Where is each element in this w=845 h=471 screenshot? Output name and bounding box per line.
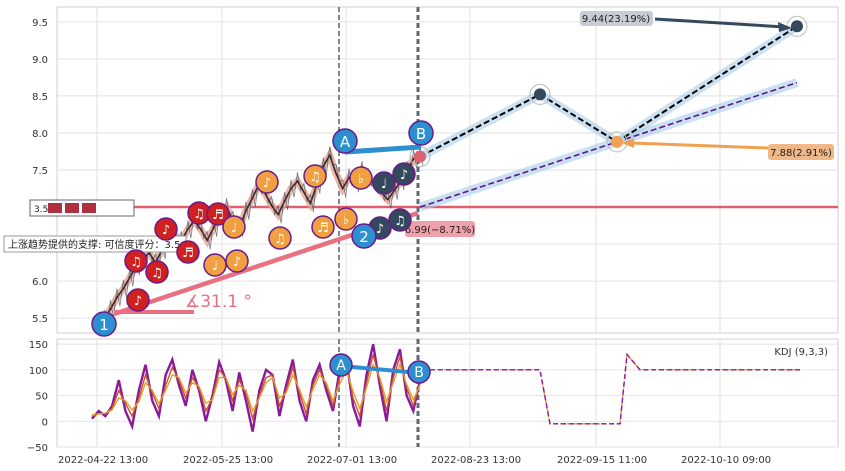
music-note-glyph: ♪ — [162, 223, 170, 238]
ab-connection-line — [344, 144, 422, 155]
music-note-glyph: ♬ — [212, 208, 224, 223]
kdj-series-line — [91, 354, 421, 422]
target-high-label: 9.44(23.19%) — [582, 14, 650, 25]
y-tick-label-top: 9.0 — [32, 55, 48, 66]
music-note-bubble — [334, 207, 358, 231]
tooltip-badge — [65, 203, 79, 213]
music-note-bubble — [392, 162, 416, 186]
kdj-point-b-circle — [407, 360, 431, 384]
point-a-circle — [332, 128, 358, 154]
target-mid-box — [768, 144, 834, 160]
target-mid-label: 7.88(2.91%) — [770, 148, 832, 159]
tooltip-label: 3.5 — [34, 205, 48, 215]
music-note-glyph: ♪ — [400, 168, 408, 183]
x-tick-label: 2022-05-25 13:00 — [183, 455, 273, 466]
y-tick-label-bottom: 150 — [29, 340, 48, 351]
music-note-glyph: ♭ — [358, 172, 364, 187]
forecast-node — [534, 88, 546, 101]
point-1-label: 1 — [99, 316, 109, 334]
music-note-bubble — [154, 217, 178, 241]
point-2-label: 2 — [359, 228, 369, 246]
kdj-series-line — [91, 362, 421, 416]
kdj-legend: KDJ (9,3,3) — [774, 347, 828, 358]
music-note-glyph: ♫ — [394, 214, 406, 229]
y-tick-label-top: 8.5 — [32, 92, 48, 103]
y-tick-label-bottom: −50 — [27, 443, 48, 454]
target-high-arrowhead — [778, 22, 792, 32]
point-1-circle — [91, 311, 117, 337]
music-note-bubble — [311, 215, 335, 239]
music-note-bubble — [225, 249, 249, 273]
kdj-point-a-label: A — [336, 358, 346, 374]
music-note-bubble — [176, 240, 200, 264]
kdj-ab-connection-line — [341, 364, 420, 375]
angle-label: ∡31.1 ° — [185, 292, 252, 312]
music-note-glyph: ♫ — [309, 170, 321, 185]
music-note-bubble — [222, 215, 246, 239]
price-low-label: 6.99(−8.71%) — [405, 225, 475, 236]
point-2-circle — [351, 223, 377, 249]
target-mid-arrowhead — [622, 138, 634, 148]
music-note-glyph: ♪ — [233, 255, 241, 270]
forecast-node — [414, 150, 426, 163]
forecast-node — [611, 135, 623, 148]
music-note-glyph: ♫ — [151, 266, 163, 281]
y-tick-label-top: 7.5 — [32, 166, 48, 177]
target-high-box — [580, 11, 653, 26]
music-note-bubble — [206, 202, 230, 226]
music-note-glyph: ♪ — [134, 294, 142, 309]
y-tick-label-bottom: 100 — [29, 366, 48, 377]
y-tick-label-top: 6.0 — [32, 277, 48, 288]
music-note-glyph: ♪ — [376, 222, 384, 237]
y-tick-label-top: 9.5 — [32, 18, 48, 29]
forecast-node-ring — [529, 83, 551, 105]
music-note-glyph: ♩ — [212, 259, 218, 274]
indicator-panel-frame — [56, 338, 839, 448]
x-tick-label: 2022-04-22 13:00 — [58, 455, 148, 466]
music-note-bubble — [372, 171, 396, 195]
kdj-series-line — [91, 343, 422, 432]
forecast-main-line — [419, 25, 798, 158]
music-note-glyph: ♫ — [274, 232, 286, 247]
target-mid-arrow — [629, 141, 769, 150]
music-note-bubble — [126, 288, 150, 312]
y-tick-label-bottom: 50 — [35, 392, 48, 403]
music-note-bubble — [349, 166, 373, 190]
music-note-bubble — [255, 170, 279, 194]
x-tick-label: 2022-10-10 09:00 — [681, 455, 771, 466]
music-note-glyph: ♩ — [231, 221, 237, 236]
kdj-point-b-label: B — [414, 365, 424, 381]
music-note-glyph: ♬ — [182, 246, 194, 261]
music-note-bubble — [268, 226, 292, 250]
y-tick-label-top: 5.5 — [32, 314, 48, 325]
music-note-glyph: ♭ — [343, 213, 349, 228]
support-info-label: 上涨趋势提供的支撑: 可信度评分：3.5 — [8, 238, 180, 251]
music-note-bubble — [145, 260, 169, 284]
y-tick-label-top: 8.0 — [32, 129, 48, 140]
y-tick-label-bottom: 0 — [42, 417, 48, 428]
music-note-bubble — [124, 249, 148, 273]
music-note-bubble — [303, 164, 327, 188]
kdj-forecast-line-k — [430, 352, 800, 425]
target-high-arrow — [654, 17, 786, 29]
music-note-bubble — [388, 208, 412, 232]
point-b-circle — [408, 120, 434, 146]
kdj-point-a-circle — [329, 353, 353, 377]
music-note-glyph: ♬ — [317, 221, 329, 236]
x-tick-label: 2022-08-23 13:00 — [431, 455, 521, 466]
music-note-glyph: ♫ — [193, 207, 205, 222]
point-b-label: B — [416, 125, 426, 143]
music-note-glyph: ♪ — [263, 176, 271, 191]
music-note-glyph: ♩ — [381, 177, 387, 192]
x-tick-label: 2022-07-01 13:00 — [307, 455, 397, 466]
point-a-label: A — [340, 133, 351, 151]
tooltip-badge — [82, 203, 96, 213]
music-note-glyph: ♫ — [130, 255, 142, 270]
x-tick-label: 2022-09-15 11:00 — [557, 455, 647, 466]
price-low-box — [405, 221, 475, 237]
tooltip-badge — [48, 203, 62, 213]
forecast-node — [791, 20, 803, 33]
